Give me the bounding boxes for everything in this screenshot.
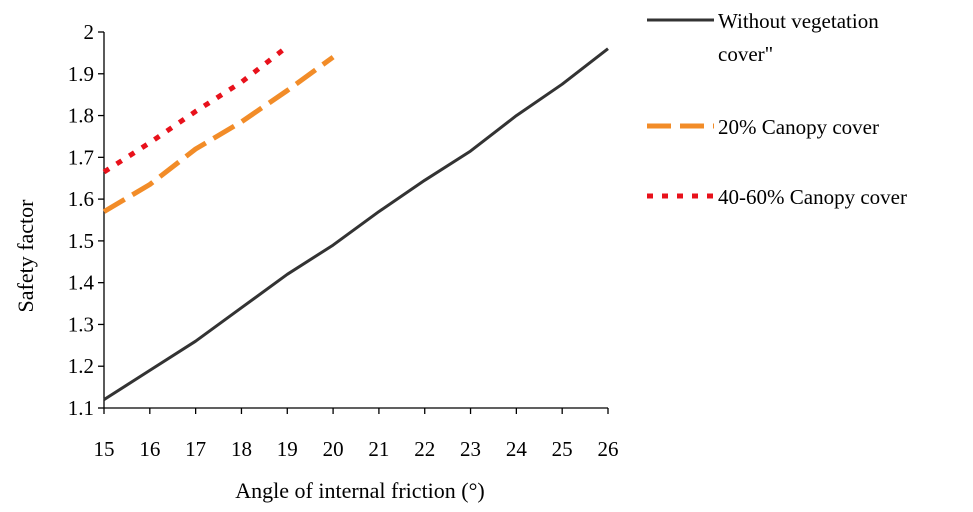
y-tick-label: 1.9 xyxy=(68,62,94,86)
x-tick-label: 23 xyxy=(460,437,481,461)
x-tick-label: 19 xyxy=(277,437,298,461)
legend: Without vegetation cover" 20% Canopy cover… xyxy=(647,9,907,209)
x-tick-label: 21 xyxy=(368,437,389,461)
x-tick-label: 18 xyxy=(231,437,252,461)
x-tick-label: 26 xyxy=(598,437,619,461)
x-tick-label: 15 xyxy=(94,437,115,461)
y-tick-label: 1.4 xyxy=(68,271,95,295)
legend-label-0: Without vegetation xyxy=(718,9,879,33)
y-tick-label: 1.5 xyxy=(68,229,94,253)
x-tick-label: 16 xyxy=(139,437,160,461)
y-tick-label: 1.7 xyxy=(68,145,94,169)
y-tick-label: 2 xyxy=(84,20,95,44)
x-tick-label: 22 xyxy=(414,437,435,461)
x-tick-label: 20 xyxy=(323,437,344,461)
legend-label-2: 40-60% Canopy cover xyxy=(718,185,907,209)
y-tick-label: 1.3 xyxy=(68,312,94,336)
series-line-1 xyxy=(102,55,335,214)
y-axis-title: Safety factor xyxy=(13,199,38,313)
x-tick-label: 24 xyxy=(506,437,528,461)
x-tick-label: 17 xyxy=(185,437,206,461)
x-tick-label: 25 xyxy=(552,437,573,461)
series-line-2 xyxy=(102,44,289,175)
y-tick-label: 1.8 xyxy=(68,104,94,128)
x-axis-title: Angle of internal friction (°) xyxy=(235,478,485,503)
tick-labels: 1.1 1.2 1.3 1.4 1.5 1.6 1.7 1.8 1.9 2 15 16 17 18 19 20… xyxy=(68,20,619,461)
series-lines xyxy=(102,44,609,401)
y-tick-label: 1.1 xyxy=(68,396,94,420)
legend-label-0: cover" xyxy=(718,42,773,66)
series-line-0 xyxy=(103,47,609,401)
y-tick-label: 1.2 xyxy=(68,354,94,378)
y-tick-label: 1.6 xyxy=(68,187,94,211)
legend-label-1: 20% Canopy cover xyxy=(718,115,879,139)
axes xyxy=(98,31,609,414)
